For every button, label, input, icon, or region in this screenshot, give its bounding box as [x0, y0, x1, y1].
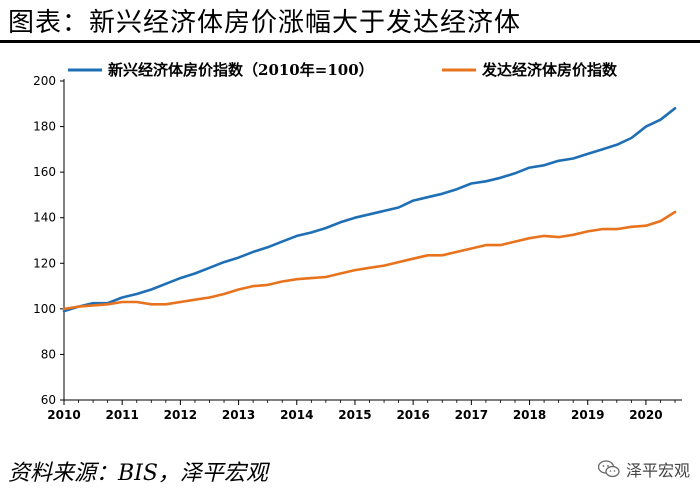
- x-tick-label: 2017: [455, 408, 488, 422]
- x-tick-label: 2015: [338, 408, 371, 422]
- legend-label: 新兴经济体房价指数（2010年=100）: [108, 61, 374, 79]
- y-tick-label: 100: [33, 302, 56, 316]
- x-tick-label: 2013: [222, 408, 255, 422]
- y-tick-label: 80: [41, 347, 56, 361]
- source-note: 资料来源：BIS，泽平宏观: [8, 461, 268, 486]
- x-tick-label: 2014: [280, 408, 313, 422]
- x-tick-label: 2018: [513, 408, 546, 422]
- x-tick-label: 2016: [396, 408, 429, 422]
- watermark-text: 泽平宏观: [625, 461, 690, 480]
- x-tick-label: 2010: [47, 408, 80, 422]
- x-axis-ticks: 2010 2011 2012 2013 2014 2015 2016 2017 2018 2019…: [47, 400, 676, 422]
- y-tick-label: 160: [33, 165, 56, 179]
- chart-axes: [63, 79, 682, 401]
- x-tick-label: 2020: [629, 408, 662, 422]
- x-tick-label: 2019: [571, 408, 604, 422]
- y-tick-label: 120: [33, 256, 56, 270]
- y-tick-label: 200: [33, 74, 56, 88]
- y-tick-label: 60: [41, 393, 56, 407]
- y-axis-ticks: 60 80 100 120 140 160 180 200: [33, 74, 64, 407]
- y-tick-label: 180: [33, 120, 56, 134]
- chart-series: [62, 107, 677, 313]
- watermark: 泽平宏观: [597, 457, 690, 481]
- wechat-icon: [597, 460, 620, 478]
- x-tick-label: 2011: [105, 408, 138, 422]
- series-line-developed: [62, 210, 677, 311]
- legend-label: 发达经济体房价指数: [481, 61, 618, 79]
- x-tick-label: 2012: [164, 408, 197, 422]
- y-tick-label: 140: [33, 211, 56, 225]
- title-rule: [0, 40, 700, 43]
- series-line-emerging: [62, 107, 677, 313]
- page-title: 图表：新兴经济体房价涨幅大于发达经济体: [8, 8, 522, 38]
- chart-legend: 新兴经济体房价指数（2010年=100） 发达经济体房价指数: [68, 61, 618, 79]
